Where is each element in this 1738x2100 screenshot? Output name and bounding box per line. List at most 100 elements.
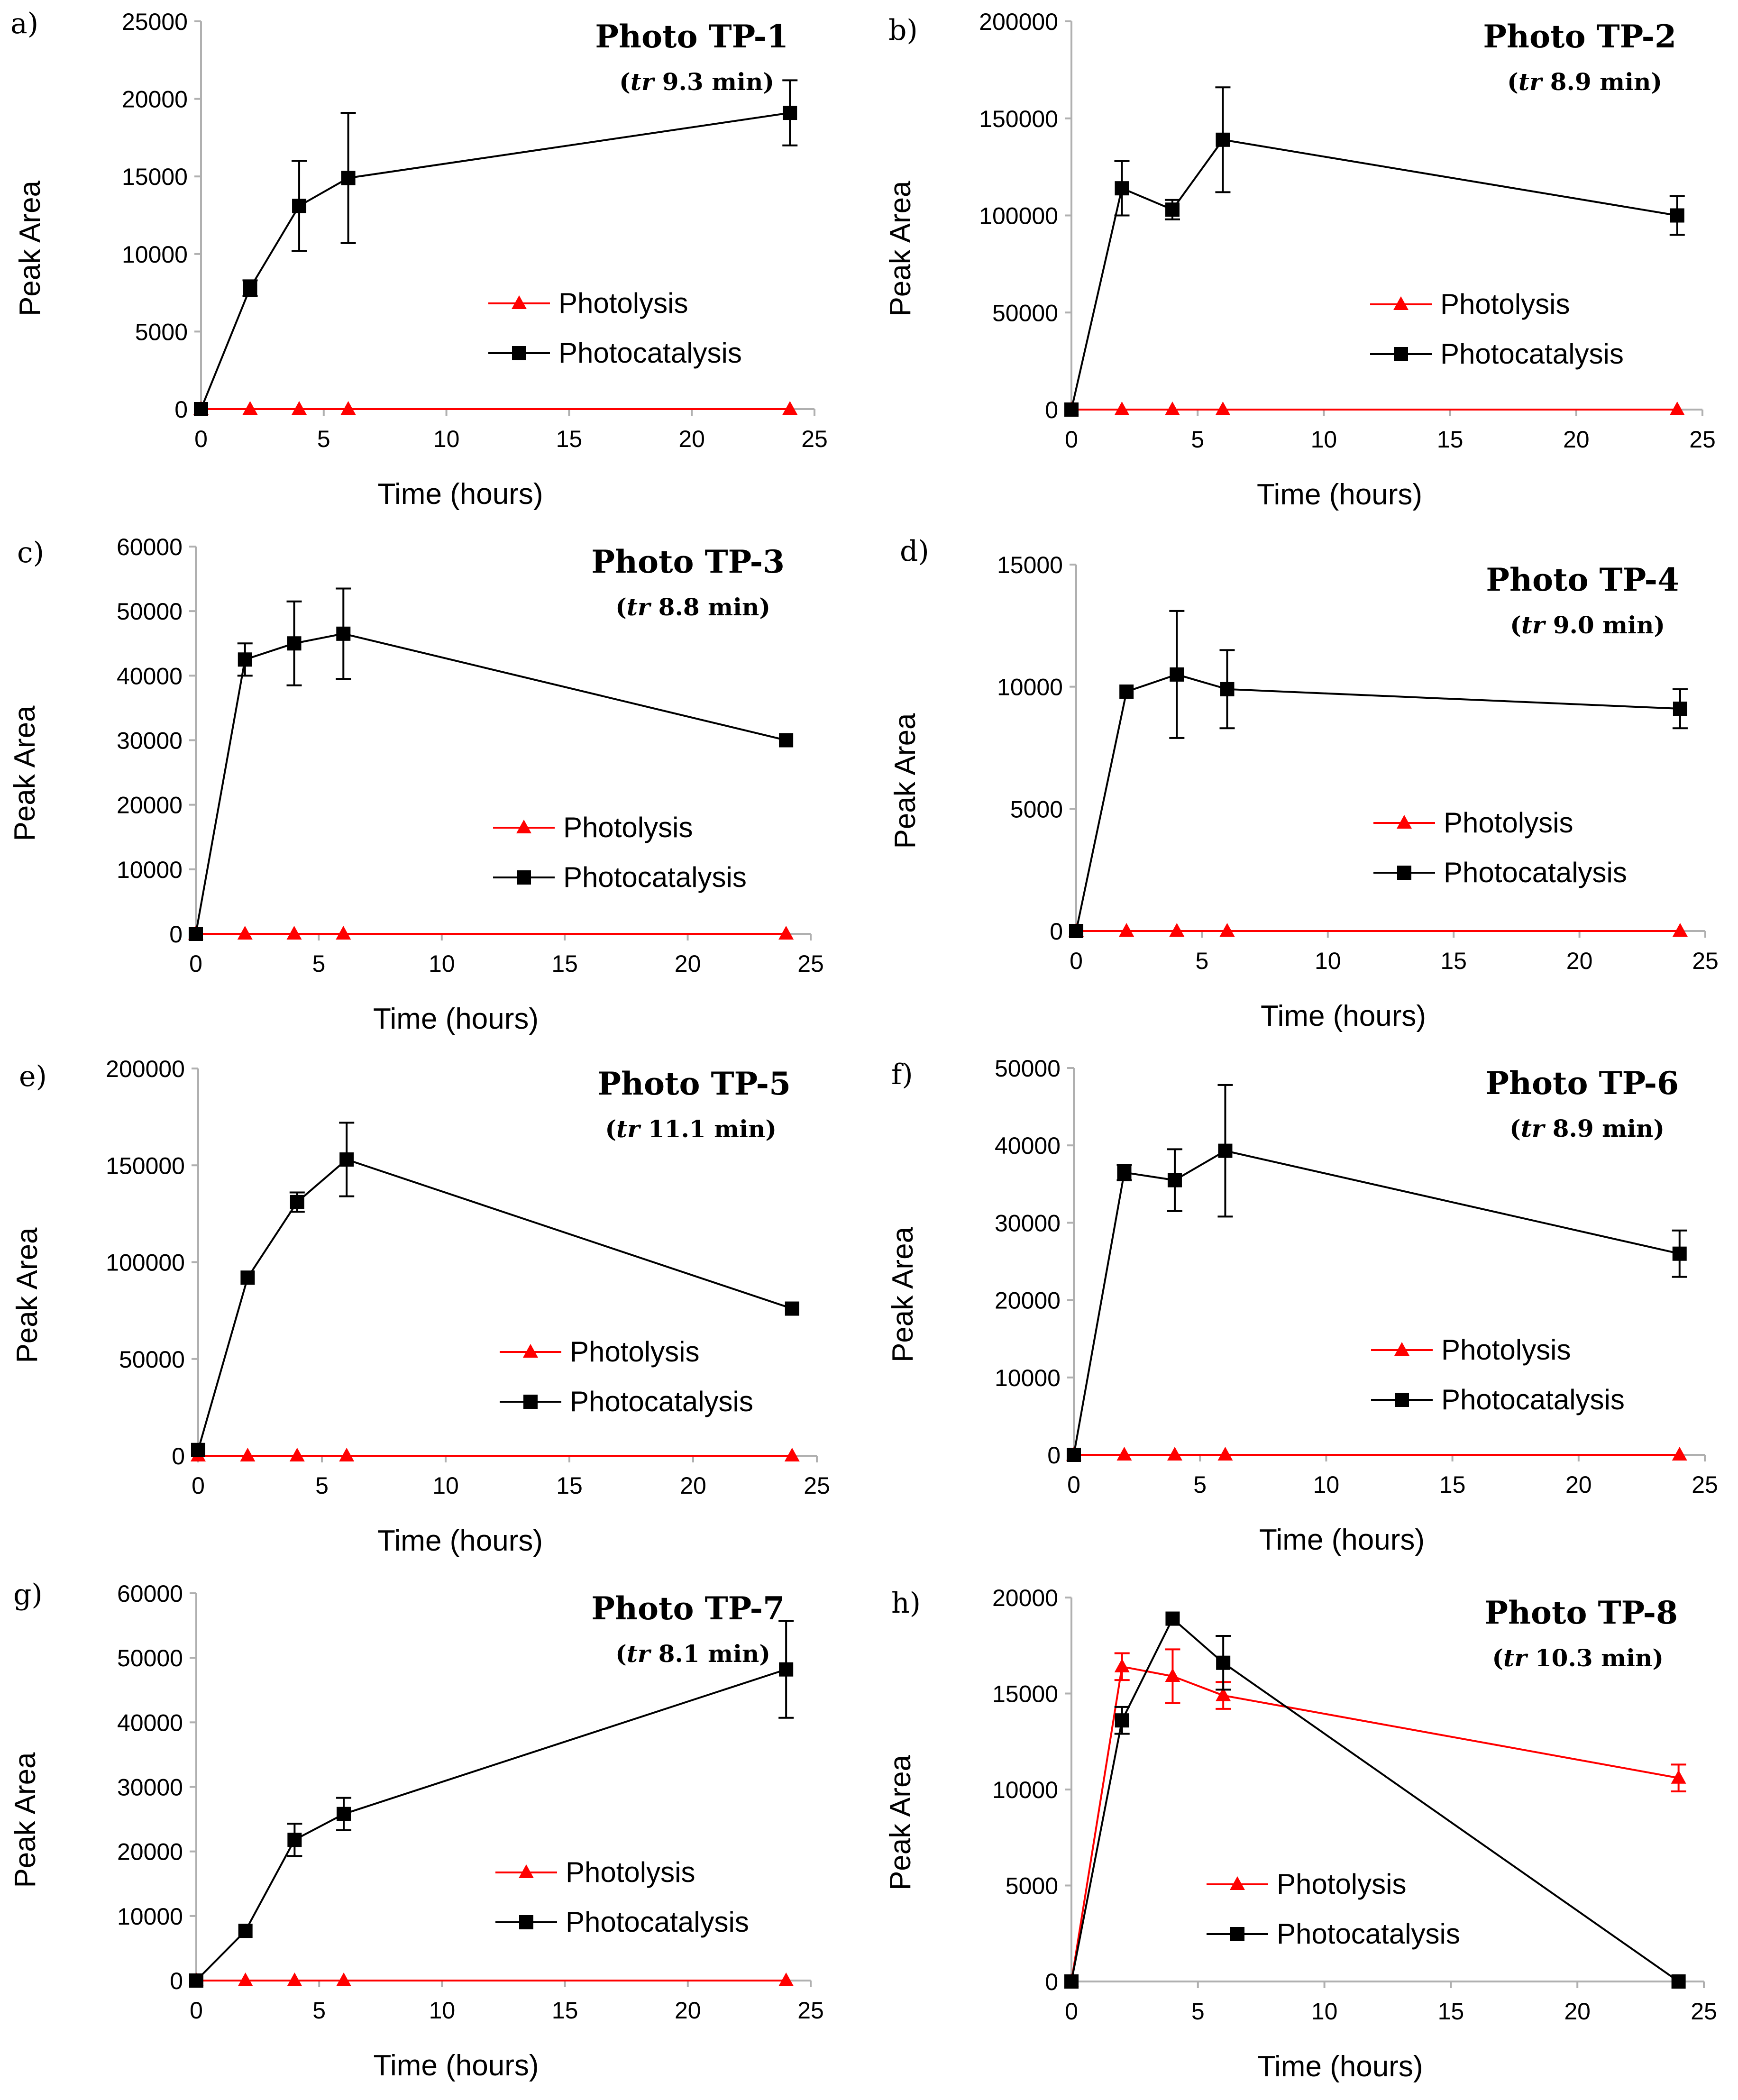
legend: Photolysis Photocatalysis <box>493 812 747 893</box>
x-axis-label: Time (hours) <box>1257 478 1422 511</box>
legend-item: Photolysis <box>1207 1868 1406 1900</box>
y-tick-label: 10000 <box>997 674 1063 701</box>
legend-label: Photocatalysis <box>563 861 747 893</box>
triangle-marker <box>237 926 253 940</box>
x-tick-label: 15 <box>1437 426 1464 453</box>
legend: Photolysis Photocatalysis <box>495 1856 749 1938</box>
legend-item: Photolysis <box>488 287 688 319</box>
legend-item: Photolysis <box>1371 1334 1571 1366</box>
x-axis-label: Time (hours) <box>1261 1000 1426 1032</box>
y-tick-label: 20000 <box>995 1287 1061 1314</box>
triangle-marker <box>523 1344 538 1358</box>
chart-panel-2: b) 0 50000 100000 150000 200000 0 5 10 15 20 25 Time… <box>884 9 1716 511</box>
square-marker <box>292 199 307 213</box>
legend-item: Photocatalysis <box>1373 857 1627 888</box>
series-photolysis <box>1066 1447 1687 1461</box>
y-tick-label: 10000 <box>117 1903 183 1930</box>
series-photolysis <box>1064 402 1685 415</box>
triangle-marker <box>1230 1876 1245 1890</box>
x-axis-label: Time (hours) <box>373 1003 539 1035</box>
chart-title: Photo TP-3 <box>591 543 785 580</box>
y-tick-label: 50000 <box>992 300 1058 326</box>
x-tick-label: 0 <box>1067 1471 1080 1498</box>
y-tick-label: 60000 <box>117 534 183 560</box>
subtitle-prefix: tr <box>627 593 652 621</box>
y-tick-label: 20000 <box>992 1585 1058 1611</box>
square-marker <box>1167 1173 1182 1187</box>
triangle-marker <box>1215 402 1231 415</box>
subtitle-prefix: tr <box>616 1115 641 1143</box>
square-marker <box>1117 1165 1132 1180</box>
y-tick-label: 10000 <box>117 857 183 883</box>
square-marker <box>523 1395 538 1409</box>
square-marker <box>341 171 356 185</box>
square-marker <box>337 1807 351 1821</box>
x-tick-label: 15 <box>552 1997 578 2024</box>
triangle-marker <box>1672 1447 1687 1461</box>
panel-label: h) <box>891 1587 921 1620</box>
square-marker <box>1067 1448 1081 1462</box>
x-tick-label: 15 <box>551 950 578 977</box>
subtitle-prefix: tr <box>627 1640 652 1668</box>
x-tick-label: 5 <box>1193 1471 1207 1498</box>
chart-title: Photo TP-2 <box>1483 18 1676 55</box>
triangle-marker <box>1219 923 1235 937</box>
y-tick-label: 30000 <box>117 728 183 754</box>
y-tick-label: 20000 <box>117 1839 183 1865</box>
panel-label: g) <box>13 1578 43 1611</box>
triangle-marker <box>1164 402 1180 415</box>
y-tick-label: 40000 <box>117 1709 183 1736</box>
x-tick-label: 20 <box>1564 1998 1591 2025</box>
x-tick-label: 5 <box>312 1997 326 2024</box>
chart-subtitle: (tr 9.3 min) <box>619 68 774 96</box>
series-photocatalysis <box>1069 610 1688 938</box>
square-marker <box>1394 347 1408 361</box>
legend-label: Photolysis <box>563 812 693 843</box>
y-tick-label: 50000 <box>995 1055 1061 1082</box>
chart-title: Photo TP-6 <box>1485 1065 1679 1102</box>
y-tick-label: 0 <box>1050 918 1063 945</box>
triangle-marker <box>286 926 302 940</box>
y-tick-label: 10000 <box>992 1777 1058 1803</box>
square-marker <box>240 1270 255 1285</box>
x-tick-label: 10 <box>1311 1998 1338 2025</box>
y-axis-label: Peak Area <box>11 1227 44 1363</box>
x-tick-label: 20 <box>1565 1471 1592 1498</box>
chart-title: Photo TP-7 <box>591 1590 785 1627</box>
square-marker <box>1216 132 1230 147</box>
y-tick-label: 0 <box>1045 1969 1058 1995</box>
x-tick-label: 10 <box>1315 948 1341 974</box>
square-marker <box>517 870 531 885</box>
y-tick-label: 30000 <box>117 1774 183 1801</box>
series-photocatalysis <box>194 79 798 416</box>
x-tick-label: 0 <box>192 1472 205 1499</box>
square-marker <box>238 652 252 667</box>
x-tick-label: 0 <box>194 426 208 452</box>
x-tick-label: 5 <box>1195 948 1208 974</box>
square-marker <box>191 1443 205 1457</box>
x-tick-label: 5 <box>312 950 325 977</box>
panel-label: e) <box>19 1060 47 1093</box>
square-marker <box>194 402 208 416</box>
y-tick-label: 100000 <box>106 1250 185 1276</box>
chart-title: Photo TP-1 <box>595 18 788 55</box>
x-tick-label: 10 <box>1313 1471 1340 1498</box>
square-marker <box>1397 866 1411 880</box>
y-tick-label: 15000 <box>997 552 1063 578</box>
square-marker <box>1670 208 1684 223</box>
legend-item: Photocatalysis <box>495 1906 749 1938</box>
chart-panel-6: f) 0 10000 20000 30000 40000 50000 0 5 10 15 20 25 Ti… <box>887 1055 1718 1556</box>
panel-label: a) <box>10 7 38 40</box>
x-tick-label: 15 <box>556 1472 583 1499</box>
chart-panel-7: g) 0 10000 20000 30000 40000 50000 60000 0 5 10 15 2… <box>9 1578 824 2082</box>
triangle-marker <box>1119 923 1134 937</box>
square-marker <box>1216 1655 1231 1670</box>
y-axis-label: Peak Area <box>887 1226 919 1362</box>
series-photolysis <box>1069 923 1688 937</box>
y-axis-label: Peak Area <box>889 713 922 849</box>
x-tick-label: 20 <box>1563 426 1590 453</box>
legend-item: Photocatalysis <box>488 337 742 369</box>
chart-panel-8: h) 0 5000 10000 15000 20000 0 5 10 15 20 25 Time (ho… <box>884 1585 1717 2083</box>
chart-subtitle: (tr 11.1 min) <box>605 1115 777 1143</box>
